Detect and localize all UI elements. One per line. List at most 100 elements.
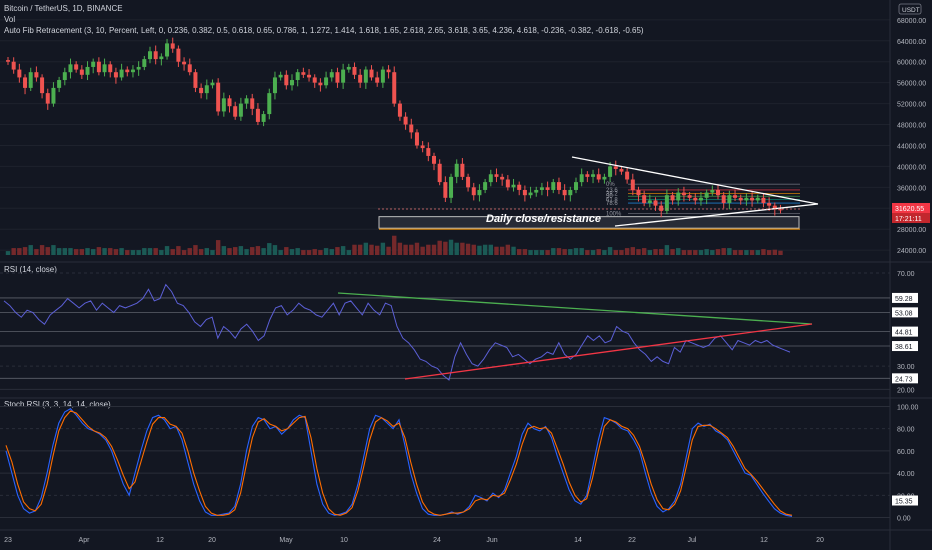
rsi-level-tag	[892, 307, 918, 318]
candle-body	[210, 82, 215, 86]
candle-body	[335, 72, 340, 83]
volume-bar	[727, 248, 732, 255]
candle-body	[750, 197, 755, 201]
candle-body	[375, 77, 380, 83]
candle-body	[329, 72, 334, 78]
candle-body	[68, 64, 73, 73]
volume-bar	[545, 250, 550, 255]
candle-body	[159, 56, 164, 60]
volume-bar	[676, 248, 681, 255]
candle-body	[165, 43, 170, 57]
candle-body	[6, 60, 10, 62]
rsi-level-value: 38.61	[895, 344, 913, 351]
candle-body	[522, 189, 527, 196]
candle-body	[187, 64, 192, 73]
volume-bar	[659, 249, 664, 255]
volume-bar	[596, 249, 601, 255]
candle-body	[625, 171, 630, 180]
stoch-title: Stoch RSI (3, 3, 14, 14, close)	[4, 400, 111, 409]
volume-bar	[28, 245, 33, 255]
rsi-tick-label: 20.00	[897, 387, 915, 394]
candle-body	[704, 192, 709, 198]
volume-bar	[340, 246, 346, 255]
rsi-level-tag	[892, 373, 918, 384]
rsi-trendline-green	[337, 292, 813, 325]
candle-body	[11, 61, 16, 70]
volume-bar	[363, 242, 369, 255]
rsi-title: RSI (14, close)	[4, 265, 57, 274]
volume-bar	[630, 247, 635, 255]
candle-body	[443, 182, 448, 198]
countdown-value: 17:21:11	[895, 216, 922, 223]
candle-body	[148, 51, 152, 60]
volume-bar	[414, 242, 420, 255]
candle-body	[227, 98, 232, 107]
candle-body	[426, 148, 431, 156]
candle-body	[312, 77, 317, 83]
volume-bar	[85, 248, 90, 255]
volume-bar	[113, 249, 119, 255]
candle-body	[119, 69, 124, 78]
volume-bar	[227, 248, 232, 255]
candle-body	[579, 174, 584, 183]
volume-bar	[590, 250, 596, 255]
candle-body	[199, 87, 204, 94]
rsi-pane: RSI (14, close) 20.00 30.00 70.00 59.28 53.08…	[0, 265, 918, 394]
volume-bar	[233, 247, 238, 255]
stoch-k-line	[5, 408, 793, 517]
candle-body	[352, 66, 357, 75]
candle-body	[454, 163, 459, 177]
candle-body	[261, 114, 266, 122]
volume-bar	[647, 250, 653, 255]
volume-bar	[602, 250, 607, 255]
candle-body	[318, 82, 323, 86]
candle-body	[17, 69, 22, 78]
volume-bar	[568, 249, 573, 255]
time-tick-label: 12	[156, 537, 164, 544]
candle-body	[602, 176, 607, 180]
candle-body	[62, 72, 67, 81]
candle-body	[772, 205, 777, 210]
stoch-tick-label: 40.00	[897, 471, 915, 478]
time-axis: 23 Apr 12 20 May 10 24 Jun 14 22 Jul 12 20	[4, 537, 824, 544]
time-tick-label: 14	[574, 537, 582, 544]
candle-body	[596, 174, 601, 180]
volume-bar	[136, 250, 141, 255]
candle-body	[96, 61, 101, 73]
stoch-tick-label: 100.00	[897, 404, 919, 411]
candle-body	[346, 66, 351, 70]
volume-bar	[204, 248, 209, 255]
rsi-level-tag	[892, 292, 918, 303]
candle-body	[369, 69, 374, 78]
fib-level-label: 50	[606, 194, 613, 200]
volume-bar	[39, 245, 45, 255]
candle-body	[278, 74, 283, 78]
rsi-level-value: 24.73	[895, 376, 913, 383]
candle-body	[568, 189, 573, 196]
candle-body	[460, 163, 465, 177]
volume-bar	[539, 250, 545, 255]
volume-bar	[465, 243, 471, 255]
volume-bar	[198, 249, 204, 255]
candle-body	[755, 197, 760, 201]
volume-bar	[153, 248, 158, 255]
time-tick-label: 10	[340, 537, 348, 544]
candle-body	[233, 106, 238, 117]
time-tick-label: 20	[816, 537, 824, 544]
candle-body	[449, 176, 454, 198]
candle-body	[591, 174, 596, 177]
candle-body	[397, 103, 402, 117]
candle-body	[176, 48, 181, 62]
volume-bar	[91, 249, 96, 255]
candle-body	[301, 72, 306, 75]
candle-body	[125, 69, 130, 73]
candle-body	[574, 182, 578, 190]
candle-body	[630, 179, 635, 190]
candle-body	[676, 192, 681, 201]
volume-bar	[687, 250, 692, 255]
time-tick-label: 22	[628, 537, 636, 544]
volume-bar	[619, 250, 624, 255]
candle-body	[778, 209, 783, 211]
